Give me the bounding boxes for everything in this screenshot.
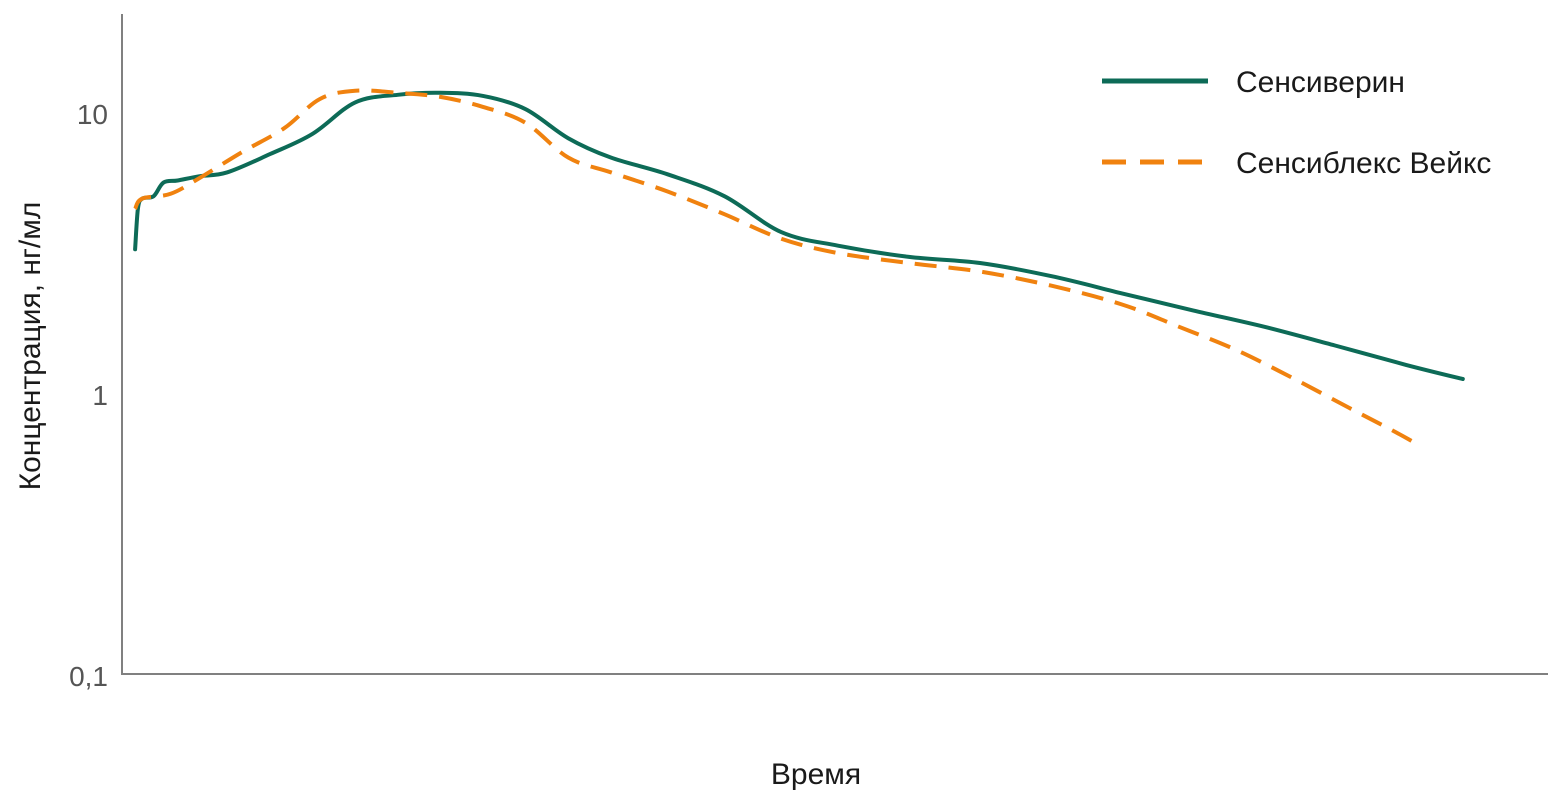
series-line-2 [133, 88, 1422, 448]
series-line-1 [133, 90, 1465, 381]
legend-label: Сенсиблекс Вейкс [1236, 147, 1491, 180]
y-axis-title: Концентрация, нг/мл [14, 202, 47, 491]
legend-item: Сенсиблекс Вейкс [1102, 147, 1491, 180]
series-layer [133, 88, 1465, 448]
y-tick-label: 0,1 [69, 661, 108, 692]
plot-area [121, 14, 1548, 675]
y-ticks: 10 1 0,1 [69, 99, 108, 692]
x-axis-title: Время [771, 758, 861, 791]
legend-item: Сенсиверин [1102, 66, 1405, 99]
legend-label: Сенсиверин [1236, 66, 1405, 99]
y-tick-label: 10 [77, 99, 108, 130]
y-tick-label: 1 [92, 380, 108, 411]
legend: Сенсиверин Сенсиблекс Вейкс [1102, 66, 1491, 180]
